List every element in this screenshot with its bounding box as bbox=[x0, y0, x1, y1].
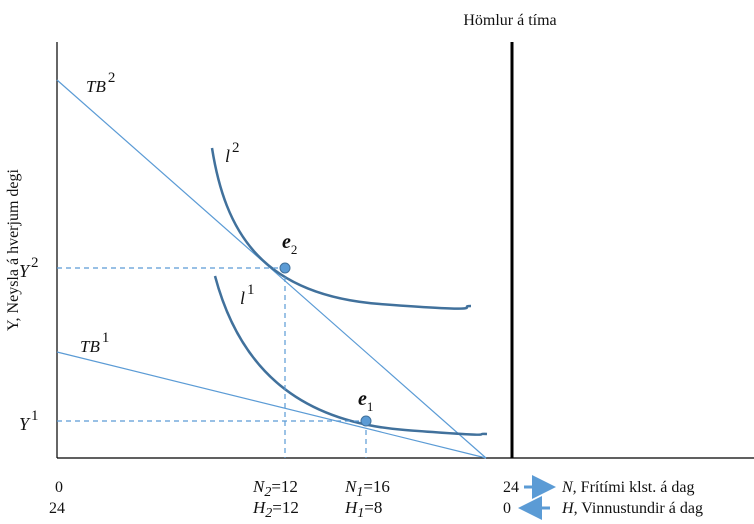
indifference-curve-l1 bbox=[213, 275, 488, 436]
e1-label: e1 bbox=[358, 388, 373, 414]
leisure-axis-label: N, Frítími klst. á dag bbox=[561, 479, 694, 496]
e2-label: e2 bbox=[282, 231, 297, 257]
h2-label: H2=12 bbox=[252, 498, 299, 521]
work-origin-label: 24 bbox=[49, 500, 65, 517]
tb1-label: TB 1 bbox=[80, 330, 109, 356]
equilibrium-point-e2 bbox=[279, 262, 291, 274]
h1-label: H1=8 bbox=[344, 498, 382, 521]
n2-label: N2=12 bbox=[252, 477, 298, 500]
work-end-label: 0 bbox=[503, 500, 511, 517]
time-constraint-label: Hömlur á tíma bbox=[463, 12, 556, 29]
equilibrium-point-e1 bbox=[360, 415, 372, 427]
y-axis-title: Y, Neysla á hverjum degi bbox=[5, 169, 22, 331]
leisure-origin-label: 0 bbox=[55, 479, 63, 496]
indifference-curve-l2 bbox=[210, 147, 472, 310]
work-axis-label: H, Vinnustundir á dag bbox=[561, 500, 703, 517]
n1-label: N1=16 bbox=[344, 477, 390, 500]
tb2-label: TB 2 bbox=[86, 70, 115, 96]
leisure-end-label: 24 bbox=[503, 479, 519, 496]
budget-line-tb1 bbox=[56, 351, 487, 459]
